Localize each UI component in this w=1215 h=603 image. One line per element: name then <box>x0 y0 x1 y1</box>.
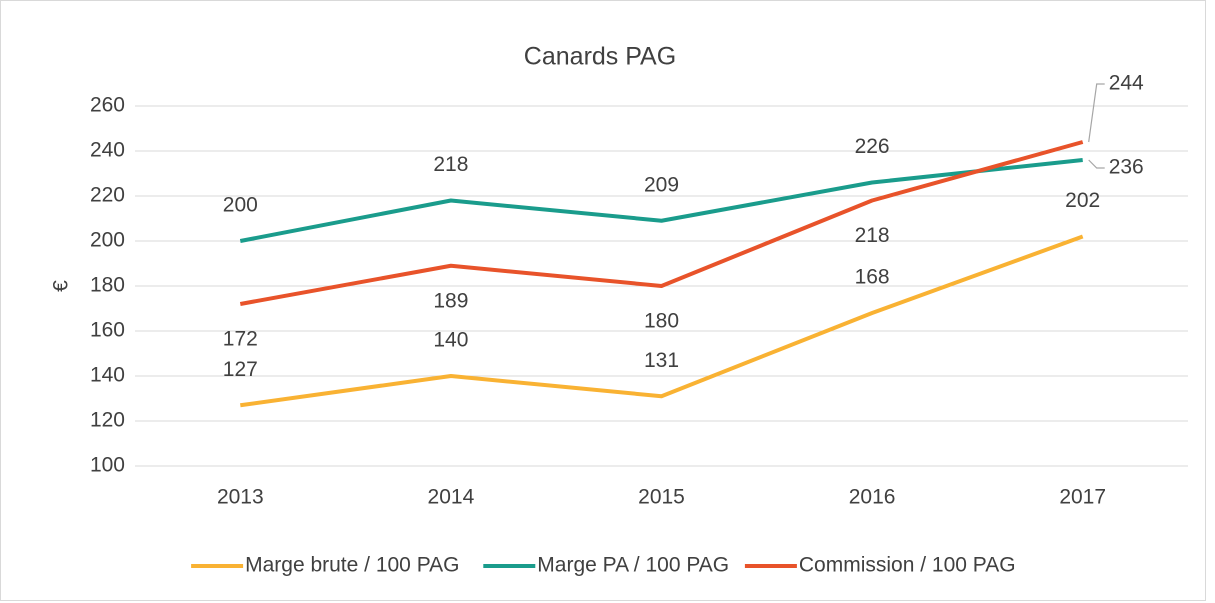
x-tick-label: 2014 <box>428 486 475 509</box>
data-label: 226 <box>855 135 890 158</box>
leader-line <box>1088 159 1105 169</box>
y-tick-label: 140 <box>90 364 125 387</box>
data-label: 131 <box>644 349 679 372</box>
y-tick-label: 160 <box>90 319 125 342</box>
chart-title: Canards PAG <box>524 43 676 71</box>
data-label: 140 <box>433 329 468 352</box>
data-label: 209 <box>644 173 679 196</box>
y-tick-label: 180 <box>90 274 125 297</box>
x-tick-label: 2013 <box>217 486 264 509</box>
legend-label: Commission / 100 PAG <box>799 554 1016 577</box>
leader-line <box>1088 83 1105 143</box>
y-tick-label: 200 <box>90 229 125 252</box>
series-line <box>240 234 1084 408</box>
legend-label: Marge brute / 100 PAG <box>245 554 459 577</box>
y-tick-label: 220 <box>90 184 125 207</box>
y-tick-label: 120 <box>90 409 125 432</box>
y-tick-label: 100 <box>90 454 125 477</box>
x-tick-label: 2016 <box>849 486 896 509</box>
series-line <box>239 158 1083 243</box>
legend-label: Marge PA / 100 PAG <box>537 554 729 577</box>
data-label: 172 <box>223 328 258 351</box>
data-label: 168 <box>855 266 890 289</box>
y-tick-label: 260 <box>90 94 125 117</box>
data-label: 180 <box>644 310 679 333</box>
data-label: 218 <box>855 224 890 247</box>
data-label: 202 <box>1065 189 1100 212</box>
x-tick-label: 2015 <box>638 486 685 509</box>
data-label: 189 <box>433 289 468 312</box>
y-tick-label: 240 <box>90 139 125 162</box>
data-label: 127 <box>223 358 258 381</box>
y-axis-label: € <box>50 280 73 292</box>
data-label: 200 <box>223 194 258 217</box>
data-label: 236 <box>1109 156 1144 179</box>
x-tick-label: 2017 <box>1059 486 1106 509</box>
series-line <box>239 140 1084 306</box>
data-label: 244 <box>1109 72 1144 95</box>
data-label: 218 <box>433 153 468 176</box>
